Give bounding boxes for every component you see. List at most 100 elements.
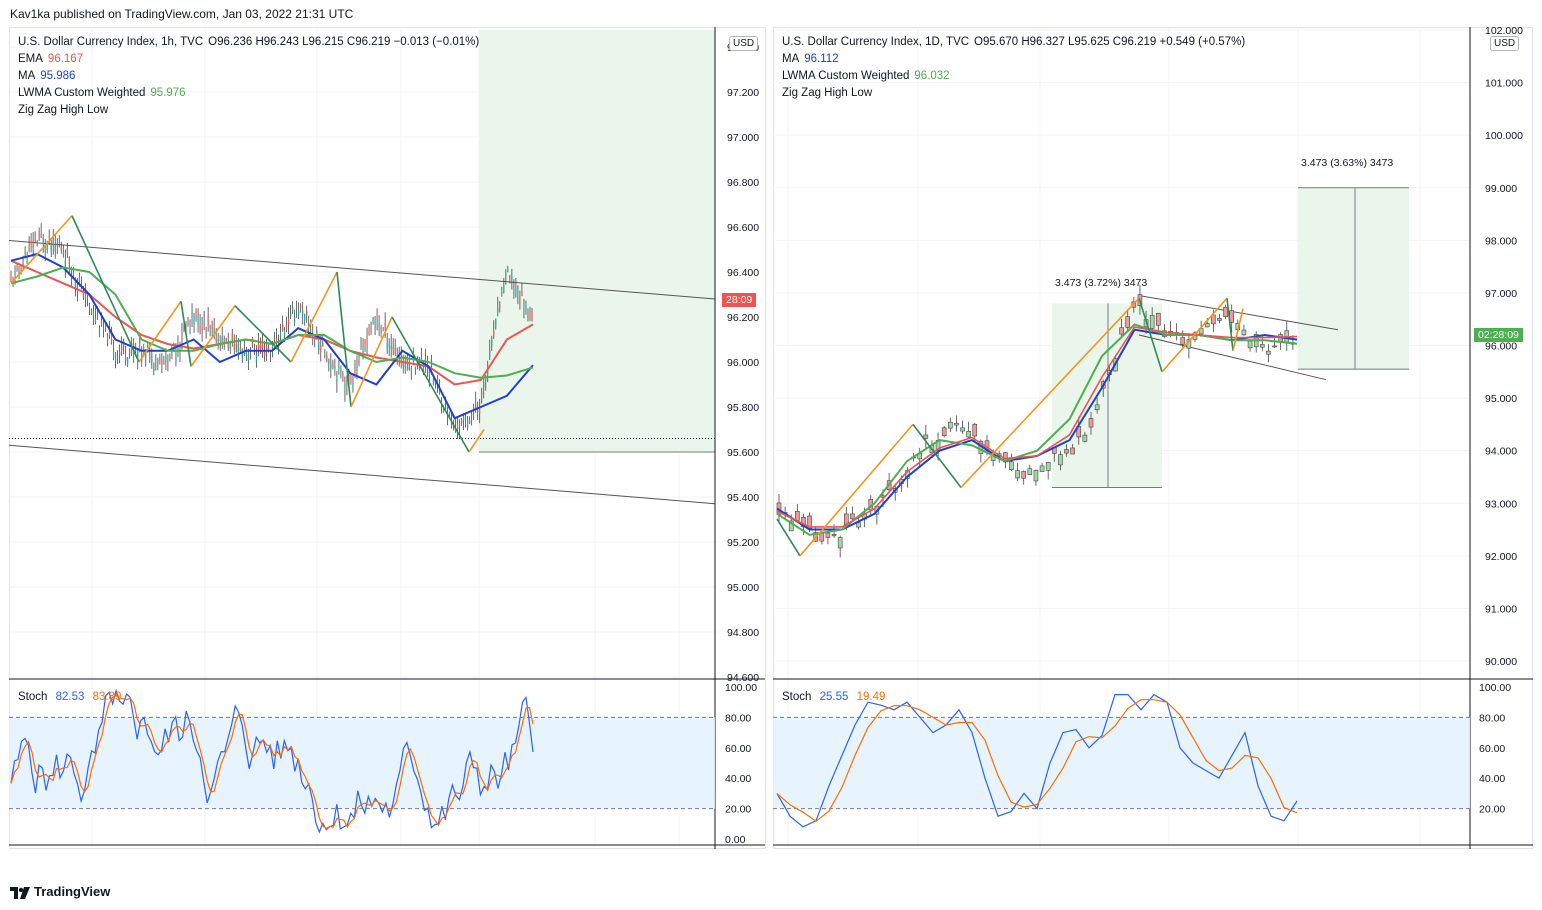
candle (177, 346, 179, 351)
candle (123, 344, 125, 347)
candle (1125, 316, 1131, 328)
candle (1045, 462, 1051, 471)
candle (483, 381, 485, 388)
candle (110, 333, 113, 342)
candle (310, 330, 312, 332)
candle (187, 322, 189, 326)
stoch-tick-label: 40.00 (725, 773, 751, 785)
candle (330, 363, 332, 370)
price-tick-label: 94.800 (727, 627, 759, 639)
stoch-tick-label: 40.00 (1479, 773, 1505, 785)
stoch-legend-left: Stoch 82.53 83.89 (18, 691, 122, 703)
candle (199, 324, 201, 329)
candle (253, 352, 255, 354)
candle (521, 292, 523, 296)
tradingview-logo[interactable]: TradingView (10, 884, 110, 899)
lwma-line (10, 266, 534, 379)
candle (32, 240, 34, 248)
candle (42, 237, 44, 244)
candle (458, 422, 461, 428)
candle (205, 327, 207, 329)
candle (370, 323, 372, 331)
candle (38, 232, 40, 240)
stoch-band (9, 717, 715, 809)
candle (169, 360, 171, 362)
candle (90, 309, 93, 315)
candle (372, 317, 374, 323)
candle (10, 273, 12, 282)
candle (1211, 314, 1216, 325)
candle (350, 375, 352, 383)
candle (88, 303, 91, 307)
ma-line (10, 252, 534, 420)
candle (62, 252, 64, 255)
candle (362, 344, 364, 354)
candle (221, 337, 223, 344)
candle (509, 275, 511, 277)
candle (52, 238, 54, 246)
candle (127, 357, 129, 365)
projection-box (479, 30, 715, 452)
candle (342, 374, 344, 379)
candle (100, 320, 103, 326)
candle (450, 424, 453, 426)
candle (102, 328, 105, 330)
countdown-tag-right: 02:28:09 (1474, 328, 1523, 342)
candle (523, 307, 525, 313)
candle (446, 417, 449, 419)
stoch-tick-label: 100.00 (1479, 682, 1511, 694)
candle (1027, 468, 1033, 475)
candle (850, 513, 855, 520)
candle (239, 347, 241, 351)
zigzag-segment (1138, 297, 1163, 373)
candle (165, 355, 167, 361)
candle (251, 337, 253, 346)
candle (257, 343, 260, 350)
candle (40, 233, 42, 238)
candle (125, 356, 127, 362)
tradingview-logo-icon (10, 886, 30, 899)
candle (344, 383, 346, 391)
candle (340, 368, 342, 375)
candle (60, 247, 62, 251)
candle (469, 421, 471, 424)
candle (265, 345, 268, 352)
candle (54, 244, 56, 252)
candle (1039, 465, 1045, 472)
candle (281, 323, 284, 331)
candle (223, 338, 225, 346)
zigzag-segment (1232, 308, 1244, 351)
currency-badge-right[interactable]: USD (1490, 36, 1520, 51)
candle (298, 311, 300, 315)
currency-badge-left[interactable]: USD (729, 36, 759, 51)
candle (380, 326, 382, 329)
stoch-d-line (10, 694, 534, 830)
candle (529, 317, 531, 319)
candle (386, 342, 388, 349)
zigzag-segment (234, 305, 292, 363)
candle (137, 349, 139, 359)
candle (448, 413, 451, 415)
candle (217, 338, 219, 342)
zigzag-segment (190, 305, 236, 367)
candle (296, 307, 298, 309)
candle (479, 406, 481, 414)
measure-box-2 (1298, 187, 1409, 370)
candle (121, 343, 123, 352)
candle (207, 316, 209, 326)
candle (338, 364, 340, 369)
candle (285, 326, 288, 328)
candle (336, 374, 338, 383)
price-tick-label: 101.000 (1485, 78, 1523, 90)
candle (368, 331, 370, 336)
candle (68, 256, 70, 266)
zigzag-segment (960, 297, 1140, 489)
candle (112, 350, 115, 358)
candle (438, 389, 441, 394)
candle (444, 403, 447, 405)
legend-left: U.S. Dollar Currency Index, 1h, TVC O96.2… (18, 34, 479, 119)
candle (203, 321, 205, 325)
price-tick-label: 95.000 (1485, 393, 1517, 405)
candle (348, 375, 350, 380)
candle (119, 351, 121, 356)
